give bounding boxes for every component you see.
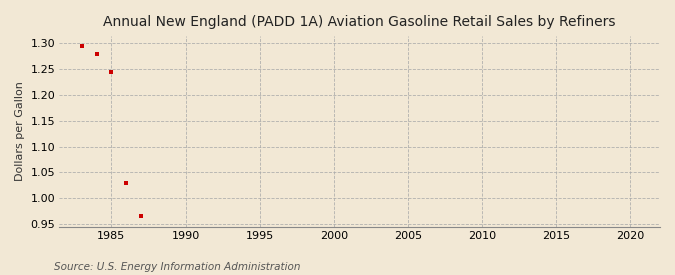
Title: Annual New England (PADD 1A) Aviation Gasoline Retail Sales by Refiners: Annual New England (PADD 1A) Aviation Ga… <box>103 15 616 29</box>
Y-axis label: Dollars per Gallon: Dollars per Gallon <box>15 81 25 181</box>
Text: Source: U.S. Energy Information Administration: Source: U.S. Energy Information Administ… <box>54 262 300 272</box>
